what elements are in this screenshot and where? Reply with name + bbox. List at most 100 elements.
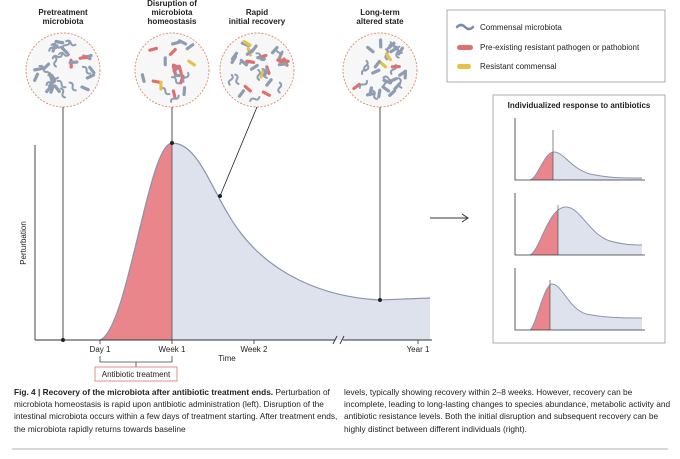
- microbe: [373, 59, 381, 69]
- axis-break: [332, 335, 345, 345]
- circle-bg: [219, 32, 295, 108]
- microbe: [58, 51, 71, 57]
- mini-plots: [514, 118, 645, 331]
- stage-label-line: Disruption of: [147, 0, 197, 8]
- microbe: [249, 63, 259, 71]
- treatment-label: Antibiotic treatment: [102, 370, 171, 379]
- microbe: [390, 65, 401, 69]
- microbe: [53, 84, 61, 94]
- arrow: [430, 213, 469, 223]
- caption-right: levels, typically showing recovery withi…: [344, 387, 671, 434]
- legend-label: Resistant commensal: [480, 62, 557, 71]
- microbe: [65, 39, 77, 47]
- x-axis-label: Time: [218, 354, 236, 363]
- microbe: [378, 38, 383, 49]
- panel-title: Individualized response to antibiotics: [508, 101, 651, 110]
- microbe: [261, 67, 268, 79]
- microbe: [352, 82, 361, 91]
- stage-label: Rapid initial recovery: [229, 8, 286, 26]
- treatment-box: [94, 366, 178, 382]
- ticks: [99, 340, 419, 344]
- caption-left: Fig. 4 | Recovery of the microbiota afte…: [14, 386, 342, 435]
- microbe: [148, 46, 159, 52]
- microbe: [151, 79, 162, 84]
- microbe: [394, 47, 400, 59]
- microbe: [363, 59, 369, 72]
- microbe: [51, 53, 64, 60]
- microbe: [277, 81, 283, 94]
- microbe: [179, 74, 185, 85]
- microbe: [386, 41, 393, 53]
- microbe: [239, 58, 249, 67]
- stage-label: Pretreatment microbiota: [38, 8, 88, 26]
- stage-label: Disruption of microbiota homeostasis: [147, 0, 197, 26]
- recovery-area: [172, 143, 430, 340]
- microbe: [366, 45, 375, 54]
- microbe: [403, 69, 408, 80]
- stage-label-line: microbiota: [43, 17, 84, 26]
- microbe: [54, 39, 65, 45]
- stage-label-line: microbiota: [152, 8, 193, 17]
- microbe: [160, 86, 171, 96]
- microbe: [85, 73, 96, 80]
- curve: [529, 283, 643, 331]
- microbe: [177, 39, 188, 46]
- curve: [99, 142, 431, 341]
- microbe: [388, 76, 398, 84]
- mini-plot: [514, 118, 645, 181]
- mini-plot: [514, 193, 645, 256]
- microbe: [56, 79, 67, 89]
- legend-box: [446, 9, 666, 83]
- microbe: [230, 51, 239, 61]
- stage-label-line: Rapid: [246, 8, 268, 17]
- microbe: [60, 46, 69, 55]
- microbe: [33, 72, 40, 82]
- legend-label: Pre-existing resistant pathogen or patho…: [480, 43, 640, 52]
- microbe: [382, 78, 387, 90]
- stage-label-line: initial recovery: [229, 17, 286, 26]
- recovery-area: [530, 284, 642, 330]
- legend-label: Commensal microbiota: [480, 23, 562, 32]
- microbe: [49, 84, 55, 94]
- microbe: [250, 44, 258, 54]
- microbe: [45, 84, 53, 94]
- mini-axes: [514, 193, 645, 256]
- microbe: [256, 55, 266, 61]
- microbe: [163, 56, 167, 67]
- treatment-area: [100, 143, 172, 340]
- microbe: [33, 66, 44, 72]
- microbe: [170, 76, 181, 85]
- microbe: [365, 91, 376, 97]
- treatment-area: [530, 152, 553, 180]
- microbe: [88, 65, 96, 75]
- microbe: [80, 85, 90, 92]
- x-tick-label: Year 1: [407, 345, 430, 354]
- curve: [529, 151, 643, 181]
- microbe: [171, 65, 177, 75]
- microbe: [185, 43, 195, 51]
- microbe: [159, 80, 163, 91]
- microbe: [53, 55, 58, 68]
- stage-label-line: altered state: [356, 17, 404, 26]
- microbe: [358, 79, 368, 89]
- microbe: [277, 62, 288, 67]
- microbe: [384, 52, 393, 62]
- microbe: [182, 86, 187, 97]
- treatment-bracket: [99, 356, 173, 367]
- microbe: [177, 64, 183, 75]
- microbe: [234, 73, 240, 85]
- microbe: [245, 59, 256, 64]
- microbe: [393, 82, 402, 91]
- microbe: [242, 40, 252, 47]
- stage-label-line: Pretreatment: [38, 8, 88, 17]
- x-tick-label: Day 1: [90, 345, 111, 354]
- microbe: [50, 42, 63, 49]
- microbe: [171, 89, 177, 100]
- microbe: [47, 71, 55, 81]
- mini-axes: [514, 268, 645, 331]
- stage-label: Long-term altered state: [356, 8, 404, 26]
- mini-plot: [514, 268, 645, 331]
